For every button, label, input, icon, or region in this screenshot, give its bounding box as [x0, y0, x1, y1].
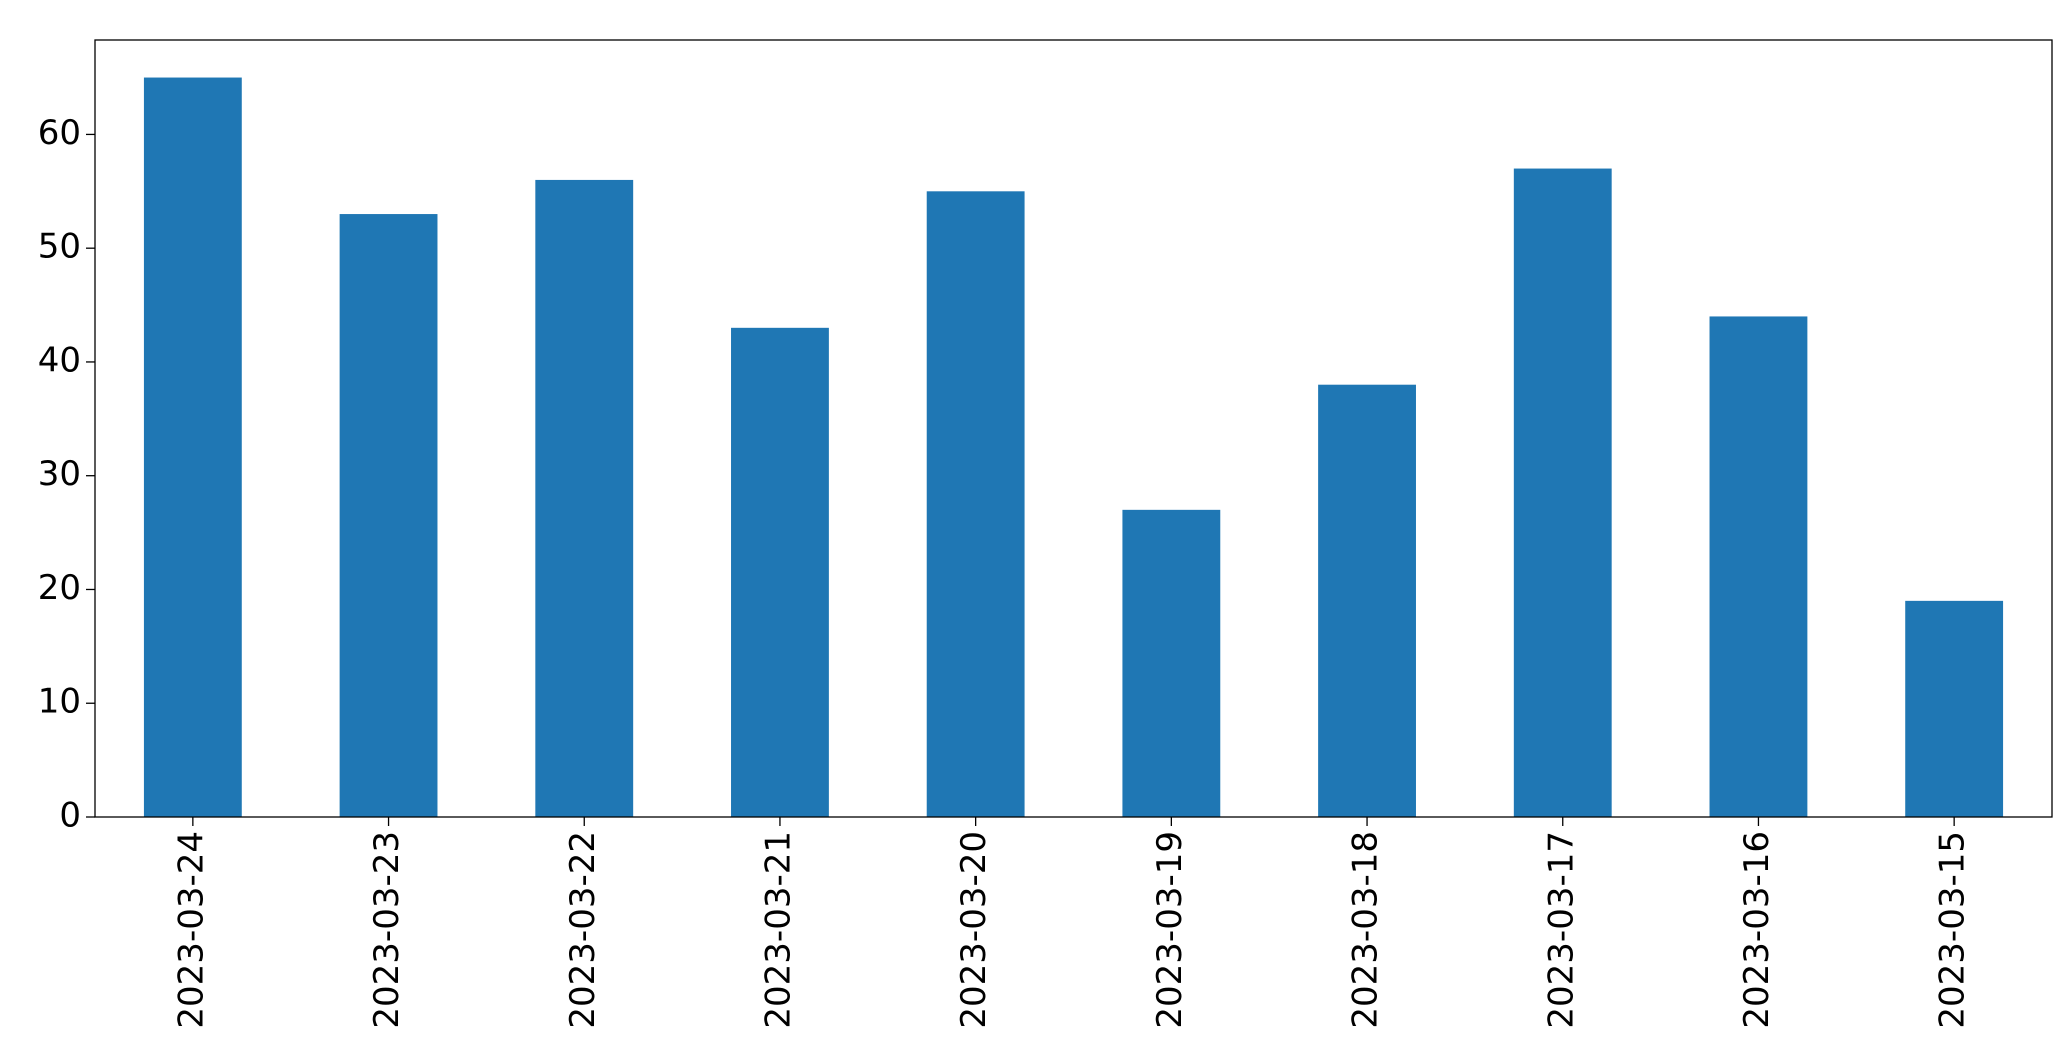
bar — [1709, 316, 1808, 817]
plot-frame — [94, 39, 2053, 818]
x-tick-label: 2023-03-22 — [563, 831, 603, 1029]
bar — [926, 191, 1025, 817]
x-tick-label: 2023-03-24 — [171, 831, 211, 1029]
y-tick-label: 20 — [38, 568, 81, 608]
x-tick-label: 2023-03-18 — [1346, 831, 1386, 1029]
x-tick-label: 2023-03-21 — [758, 831, 798, 1029]
bar — [1513, 168, 1612, 817]
bar — [1122, 509, 1221, 817]
x-tick-label: 2023-03-17 — [1541, 831, 1581, 1029]
bar — [1318, 384, 1416, 817]
bar — [535, 179, 634, 818]
bar — [731, 327, 829, 817]
x-tick-label: 2023-03-23 — [367, 831, 407, 1029]
y-tick-label: 30 — [38, 454, 81, 494]
bar — [1905, 600, 2004, 817]
y-tick-label: 0 — [59, 796, 81, 836]
y-tick-label: 50 — [38, 227, 81, 267]
bar — [143, 77, 242, 817]
y-tick-label: 40 — [38, 340, 81, 380]
x-tick-label: 2023-03-20 — [954, 831, 994, 1029]
bar — [339, 214, 438, 817]
y-tick-label: 10 — [38, 682, 81, 722]
x-tick-label: 2023-03-15 — [1933, 831, 1973, 1029]
x-tick-label: 2023-03-16 — [1737, 831, 1777, 1029]
x-tick-label: 2023-03-19 — [1150, 831, 1190, 1029]
y-tick-label: 60 — [38, 113, 81, 153]
